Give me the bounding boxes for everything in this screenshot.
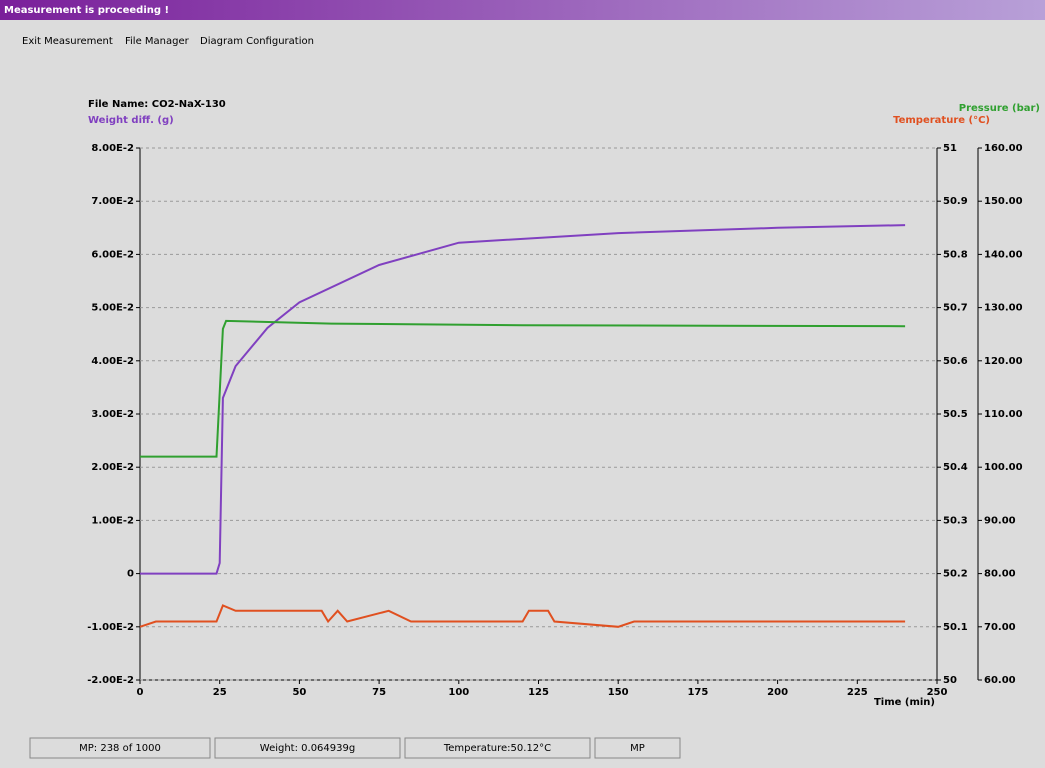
status-text: Temperature:50.12°C [443,743,551,754]
series-line [139,604,906,628]
y-tick-label: 6.00E-2 [91,249,134,260]
title-bar [0,0,1045,20]
y2-tick-label: 50.7 [943,303,968,314]
y2-tick-label: 50.2 [943,569,968,580]
y3-tick-label: 70.00 [984,622,1016,633]
x-tick-label: 250 [927,687,948,698]
y-tick-label: -2.00E-2 [87,675,134,686]
y3-tick-label: 140.00 [984,249,1023,260]
y-axis-label: Weight diff. (g) [88,115,174,126]
y3-tick-label: 160.00 [984,143,1023,154]
x-tick-label: 225 [847,687,868,698]
y-tick-label: 1.00E-2 [91,515,134,526]
series-line [140,319,906,458]
y-tick-label: 4.00E-2 [91,356,134,367]
y-tick-label: 5.00E-2 [91,303,134,314]
window-title: Measurement is proceeding ! [4,5,169,16]
series-line [140,224,906,575]
y2-tick-label: 51 [943,143,957,154]
x-tick-label: 100 [448,687,469,698]
y3-tick-label: 120.00 [984,356,1023,367]
x-tick-label: 50 [292,687,306,698]
x-tick-label: 125 [528,687,549,698]
x-tick-label: 0 [137,687,144,698]
y3-tick-label: 110.00 [984,409,1023,420]
status-text: Weight: 0.064939g [260,743,355,754]
y2-axis-label: Temperature (°C) [893,115,990,126]
x-tick-label: 75 [372,687,386,698]
menu-item[interactable]: Exit Measurement [22,36,113,47]
y-tick-label: 8.00E-2 [91,143,134,154]
y2-tick-label: 50.1 [943,622,968,633]
y3-tick-label: 60.00 [984,675,1016,686]
chart-title: File Name: CO2-NaX-130 [88,99,226,110]
y3-tick-label: 80.00 [984,569,1016,580]
y2-tick-label: 50.6 [943,356,968,367]
menu-item[interactable]: Diagram Configuration [200,36,314,47]
status-text: MP [630,743,645,754]
y-tick-label: 3.00E-2 [91,409,134,420]
y3-tick-label: 100.00 [984,462,1023,473]
y3-tick-label: 90.00 [984,515,1016,526]
status-panel [594,737,681,759]
y2-tick-label: 50 [943,675,957,686]
x-tick-label: 25 [213,687,227,698]
y2-tick-label: 50.9 [943,196,968,207]
status-panel [404,737,591,759]
y3-axis-label: Pressure (bar) [959,103,1040,114]
y2-tick-label: 50.8 [943,249,968,260]
y-tick-label: 7.00E-2 [91,196,134,207]
status-text: MP: 238 of 1000 [79,743,161,754]
x-axis-label: Time (min) [874,697,935,708]
x-tick-label: 150 [608,687,629,698]
y2-tick-label: 50.3 [943,515,968,526]
status-panel [29,737,211,759]
y3-tick-label: 130.00 [984,303,1023,314]
y2-tick-label: 50.5 [943,409,968,420]
y-tick-label: 2.00E-2 [91,462,134,473]
menu-item[interactable]: File Manager [125,36,190,47]
x-tick-label: 175 [687,687,708,698]
y-tick-label: 0 [127,569,134,580]
status-panel [214,737,401,759]
x-tick-label: 200 [767,687,788,698]
y-tick-label: -1.00E-2 [87,622,134,633]
y3-tick-label: 150.00 [984,196,1023,207]
y2-tick-label: 50.4 [943,462,968,473]
